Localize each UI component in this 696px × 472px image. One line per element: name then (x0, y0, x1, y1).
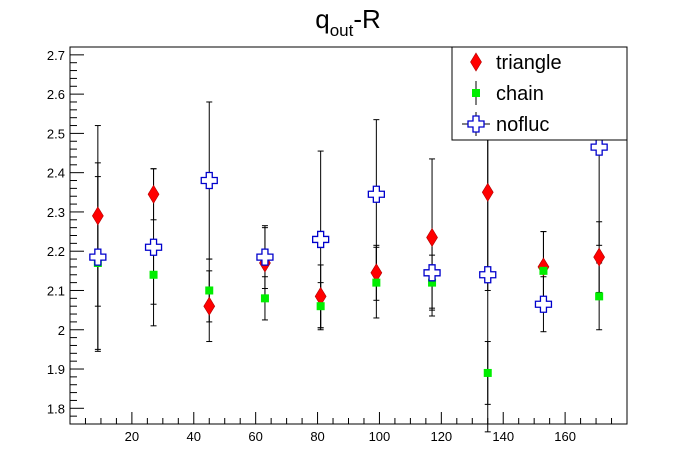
axes: 1.8 1.9 2 2.1 2.2 2.3 2.4 2.5 2.6 2.7 20 40 60 80 100 1… (47, 46, 613, 444)
y-tick-label: 2.6 (47, 87, 65, 102)
data-point (367, 185, 386, 203)
y-tick-label: 2.4 (47, 166, 65, 181)
legend-label: nofluc (496, 114, 549, 136)
data-point (91, 206, 104, 226)
data-point (149, 270, 158, 279)
y-tick-label: 2.3 (47, 205, 65, 220)
x-tick-label: 60 (248, 429, 262, 444)
data-point (205, 286, 214, 295)
chart-title: qout-R (315, 4, 381, 40)
data-point (590, 138, 608, 156)
legend-marker (470, 52, 482, 72)
legend-label: chain (496, 83, 544, 105)
x-tick-label: 120 (430, 429, 452, 444)
data-point (481, 182, 494, 202)
data-point (311, 230, 330, 249)
data-point (479, 266, 497, 284)
legend-marker (467, 115, 485, 133)
data-point (372, 278, 381, 287)
chart-title-main: q (315, 4, 329, 34)
data-point (200, 171, 218, 190)
data-point (144, 238, 163, 256)
data-point (593, 247, 606, 267)
x-tick-label: 40 (187, 429, 201, 444)
data-point (426, 227, 438, 248)
series-nofluc (89, 138, 608, 313)
x-tick-label: 100 (369, 429, 391, 444)
x-tick-label: 160 (554, 429, 576, 444)
data-point (89, 248, 107, 266)
data-point (483, 368, 492, 377)
y-tick-label: 2.2 (47, 244, 65, 259)
y-tick-label: 2.1 (47, 283, 65, 298)
y-tick-label: 2.5 (47, 126, 65, 141)
x-tick-label: 80 (310, 429, 324, 444)
legend-label: triangle (496, 52, 562, 74)
legend-marker (472, 89, 480, 97)
data-point (534, 295, 553, 313)
x-tick-label: 140 (492, 429, 514, 444)
y-tick-label: 2.7 (47, 48, 65, 63)
data-point (260, 294, 269, 303)
chart-title-suffix: -R (353, 4, 380, 34)
data-point (539, 266, 548, 275)
series-triangle (91, 182, 606, 316)
y-tick-label: 1.8 (47, 401, 65, 416)
series-chain (93, 258, 604, 377)
data-point (595, 292, 604, 301)
data-point (147, 184, 160, 204)
data-point (316, 302, 325, 311)
x-tick-label: 20 (125, 429, 139, 444)
chart-title-subscript: out (330, 21, 354, 40)
data-point (256, 248, 274, 266)
data-point (203, 296, 216, 316)
legend: triangle chain nofluc (451, 46, 628, 141)
y-tick-label: 2 (58, 323, 65, 338)
data-point (423, 264, 441, 282)
y-tick-label: 1.9 (47, 362, 65, 377)
data-point (428, 278, 437, 287)
